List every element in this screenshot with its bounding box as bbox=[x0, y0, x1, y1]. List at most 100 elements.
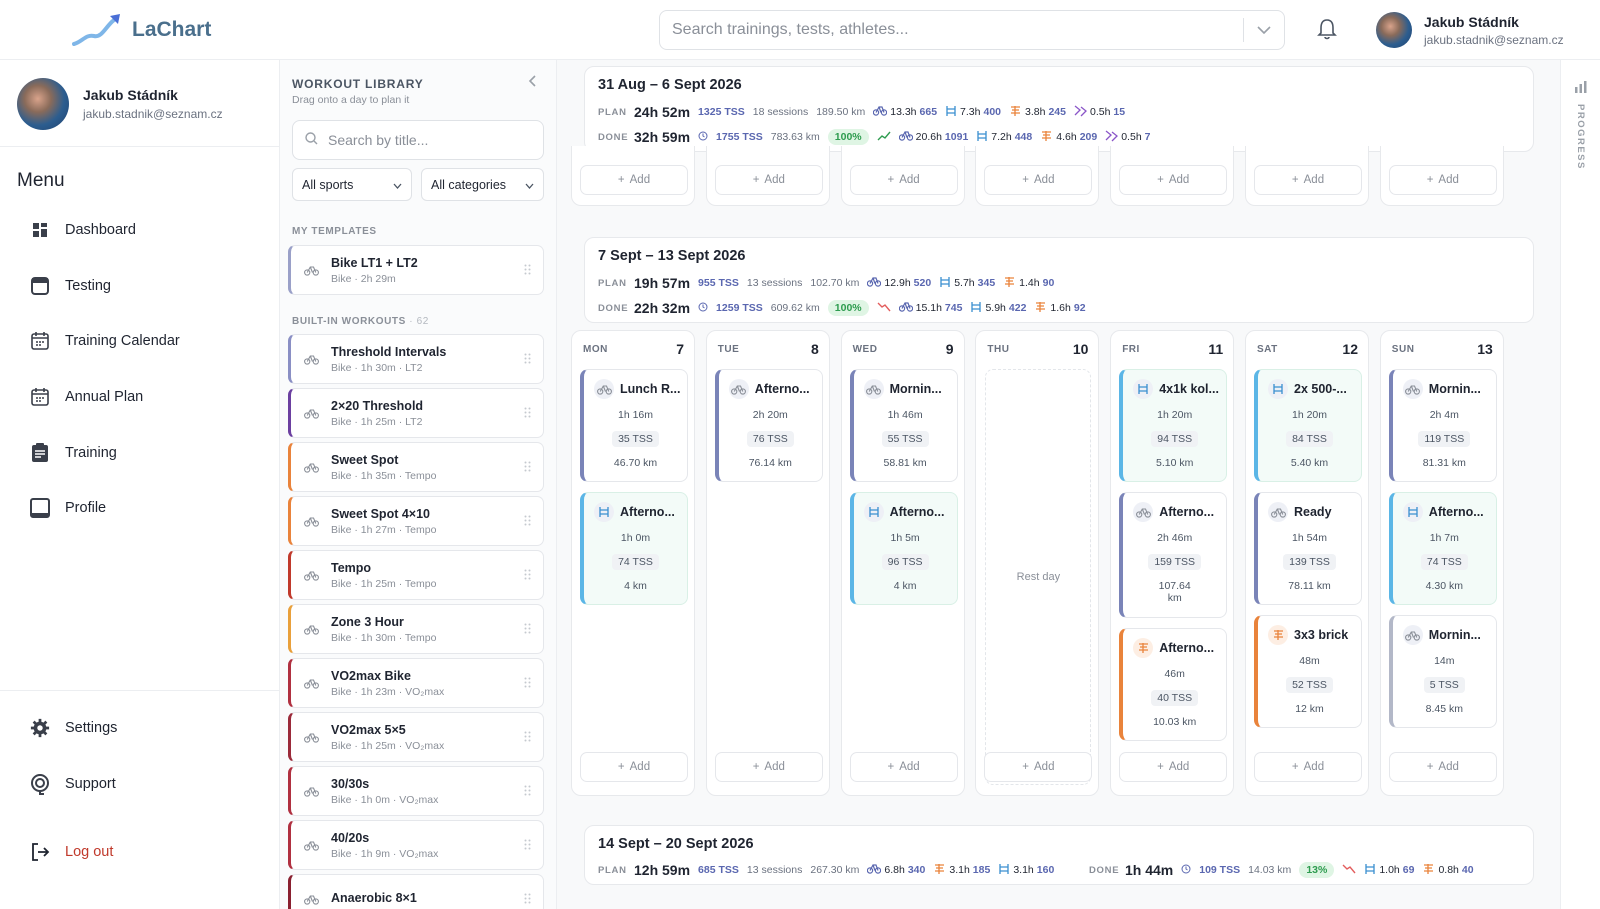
global-search[interactable]: Search trainings, tests, athletes... bbox=[659, 10, 1285, 50]
add-workout-button[interactable]: + Add bbox=[984, 165, 1093, 195]
activity-card[interactable]: 2x 500-... 1h 20m 84 TSS 5.40 km bbox=[1254, 369, 1362, 482]
settings-link[interactable]: Settings bbox=[30, 718, 117, 738]
add-workout-button[interactable]: + Add bbox=[580, 165, 688, 195]
workout-card[interactable]: Zone 3 Hour Bike · 1h 30m · Tempo bbox=[288, 604, 544, 654]
activity-tss: 96 TSS bbox=[881, 554, 929, 570]
drag-handle-icon[interactable] bbox=[524, 893, 531, 904]
sidebar-item-training-calendar[interactable]: Training Calendar bbox=[30, 331, 180, 351]
activity-card[interactable]: Afterno... 2h 20m 76 TSS 76.14 km bbox=[714, 369, 823, 482]
activity-duration: 1h 46m bbox=[887, 409, 923, 421]
completion-badge: 100% bbox=[827, 300, 869, 316]
other-icon bbox=[1074, 104, 1087, 120]
settings-label: Settings bbox=[65, 720, 118, 736]
session-count: 13 sessions bbox=[746, 864, 803, 876]
distance-total: 609.62 km bbox=[770, 302, 820, 314]
activity-card[interactable]: 4x1k kol... 1h 20m 94 TSS 5.10 km bbox=[1119, 369, 1228, 482]
workout-card[interactable]: 2×20 Threshold Bike · 1h 25m · LT2 bbox=[288, 388, 544, 438]
activity-card[interactable]: Mornin... 14m 5 TSS 8.45 km bbox=[1388, 615, 1497, 728]
activity-card[interactable]: Afterno... 1h 5m 96 TSS 4 km bbox=[849, 492, 958, 605]
category-filter-select[interactable]: All categories bbox=[421, 168, 544, 201]
activity-card[interactable]: Lunch R... 1h 16m 35 TSS 46.70 km bbox=[580, 369, 688, 482]
add-workout-button[interactable]: + Add bbox=[1119, 165, 1228, 195]
drag-handle-icon[interactable] bbox=[524, 461, 531, 472]
activity-duration: 2h 4m bbox=[1429, 409, 1459, 421]
activity-card[interactable]: Afterno... 1h 7m 74 TSS 4.30 km bbox=[1388, 492, 1497, 605]
bar-chart-icon[interactable] bbox=[1574, 80, 1588, 98]
activity-card[interactable]: Mornin... 1h 46m 55 TSS 58.81 km bbox=[849, 369, 958, 482]
progress-rail[interactable]: PROGRESS bbox=[1560, 60, 1600, 909]
day-column: + Add bbox=[1110, 146, 1235, 206]
activity-card[interactable]: 3x3 brick 48m 52 TSS 12 km bbox=[1254, 615, 1362, 728]
add-label: Add bbox=[1168, 761, 1190, 773]
user-menu[interactable]: Jakub Stádník jakub.stadnik@seznam.cz bbox=[1376, 12, 1564, 48]
logout-link[interactable]: Log out bbox=[30, 842, 113, 862]
add-workout-button[interactable]: + Add bbox=[1388, 752, 1497, 782]
sidebar-item-training[interactable]: Training bbox=[30, 443, 117, 463]
sport-hours: 3.1h bbox=[949, 864, 970, 876]
drag-handle-icon[interactable] bbox=[524, 569, 531, 580]
workout-card[interactable]: Sweet Spot Bike · 1h 35m · Tempo bbox=[288, 442, 544, 492]
drag-handle-icon[interactable] bbox=[524, 839, 531, 850]
add-workout-button[interactable]: + Add bbox=[1254, 752, 1362, 782]
drag-handle-icon[interactable] bbox=[524, 515, 531, 526]
sidebar-item-annual-plan[interactable]: Annual Plan bbox=[30, 387, 143, 407]
chevron-down-icon[interactable] bbox=[1244, 26, 1284, 34]
workout-card[interactable]: Sweet Spot 4×10 Bike · 1h 27m · Tempo bbox=[288, 496, 544, 546]
workout-card[interactable]: VO2max Bike Bike · 1h 23m · VO₂max bbox=[288, 658, 544, 708]
add-workout-button[interactable]: + Add bbox=[1119, 752, 1228, 782]
chevron-down-icon bbox=[525, 178, 534, 192]
sidebar-user[interactable]: Jakub Stádník jakub.stadnik@seznam.cz bbox=[17, 78, 223, 130]
add-workout-button[interactable]: + Add bbox=[984, 752, 1093, 782]
add-workout-button[interactable]: + Add bbox=[1254, 165, 1362, 195]
logout-icon bbox=[30, 842, 50, 862]
workout-card[interactable]: 40/20s Bike · 1h 9m · VO₂max bbox=[288, 820, 544, 870]
add-workout-button[interactable]: + Add bbox=[580, 752, 688, 782]
activity-duration: 2h 46m bbox=[1157, 532, 1193, 544]
builtin-heading-label: BUILT-IN WORKOUTS bbox=[292, 316, 406, 327]
sport-tss: 92 bbox=[1073, 302, 1086, 314]
sport-filter-select[interactable]: All sports bbox=[292, 168, 412, 201]
add-workout-button[interactable]: + Add bbox=[714, 165, 823, 195]
activity-card[interactable]: Mornin... 2h 4m 119 TSS 81.31 km bbox=[1388, 369, 1497, 482]
bell-icon[interactable] bbox=[1317, 18, 1337, 45]
support-link[interactable]: Support bbox=[30, 774, 116, 795]
add-workout-button[interactable]: + Add bbox=[714, 752, 823, 782]
drag-handle-icon[interactable] bbox=[524, 407, 531, 418]
workout-card[interactable]: Bike LT1 + LT2 Bike · 2h 29m bbox=[288, 245, 544, 295]
drag-handle-icon[interactable] bbox=[524, 353, 531, 364]
logo[interactable]: LaChart bbox=[72, 12, 211, 48]
workout-meta: Bike · 1h 27m · Tempo bbox=[331, 523, 437, 536]
sidebar-item-dashboard[interactable]: Dashboard bbox=[30, 220, 136, 240]
progress-label: PROGRESS bbox=[1575, 104, 1586, 170]
global-search-input[interactable]: Search trainings, tests, athletes... bbox=[672, 21, 909, 38]
workout-card[interactable]: 30/30s Bike · 1h 0m · VO₂max bbox=[288, 766, 544, 816]
workout-title: Threshold Intervals bbox=[331, 344, 447, 359]
done-row: DONE 1h 44m 109 TSS 14.03 km 13% 1.0h 69 0.8h 40 bbox=[1089, 862, 1474, 878]
activity-card[interactable]: Afterno... 2h 46m 159 TSS 107.64 km bbox=[1119, 492, 1228, 618]
activity-duration: 1h 54m bbox=[1291, 532, 1328, 544]
activity-card[interactable]: Ready 1h 54m 139 TSS 78.11 km bbox=[1254, 492, 1362, 605]
add-workout-button[interactable]: + Add bbox=[849, 165, 958, 195]
add-label: Add bbox=[1303, 761, 1325, 773]
workout-title: Tempo bbox=[331, 560, 372, 575]
drag-handle-icon[interactable] bbox=[524, 623, 531, 634]
workout-card[interactable]: Threshold Intervals Bike · 1h 30m · LT2 bbox=[288, 334, 544, 384]
drag-handle-icon[interactable] bbox=[524, 731, 531, 742]
sport-hours: 12.9h bbox=[884, 277, 911, 289]
sidebar-item-testing[interactable]: Testing bbox=[30, 276, 111, 296]
add-workout-button[interactable]: + Add bbox=[849, 752, 958, 782]
sidebar-item-profile[interactable]: Profile bbox=[30, 498, 106, 518]
activity-card[interactable]: Afterno... 46m 40 TSS 10.03 km bbox=[1119, 628, 1228, 741]
workout-card[interactable]: Anaerobic 8×1 bbox=[288, 874, 544, 909]
workout-card[interactable]: Tempo Bike · 1h 25m · Tempo bbox=[288, 550, 544, 600]
workout-card[interactable]: VO2max 5×5 Bike · 1h 25m · VO₂max bbox=[288, 712, 544, 762]
drag-handle-icon[interactable] bbox=[524, 677, 531, 688]
add-workout-button[interactable]: + Add bbox=[1388, 165, 1497, 195]
activity-card[interactable]: Afterno... 1h 0m 74 TSS 4 km bbox=[580, 492, 688, 605]
library-search-input[interactable]: Search by title... bbox=[292, 120, 544, 160]
drag-handle-icon[interactable] bbox=[524, 264, 531, 275]
chevron-left-icon[interactable] bbox=[528, 74, 536, 90]
activity-header: Afterno... bbox=[584, 493, 687, 522]
drag-handle-icon[interactable] bbox=[524, 785, 531, 796]
bike-icon bbox=[863, 379, 884, 399]
